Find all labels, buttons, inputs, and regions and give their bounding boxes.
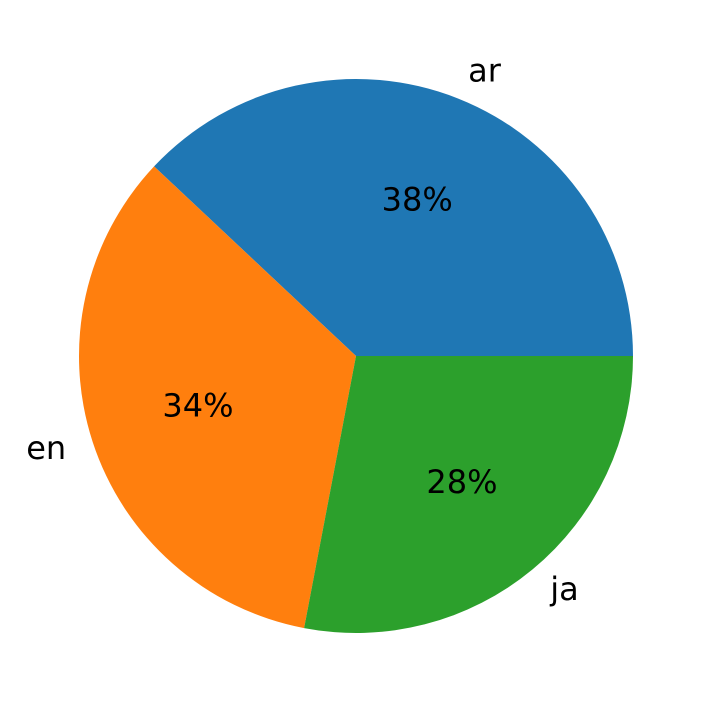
value-label: 28% (426, 463, 497, 501)
slice-label: ja (549, 570, 579, 608)
slice-label: ar (468, 52, 502, 90)
pie-slice (154, 79, 633, 357)
value-label: 34% (162, 386, 233, 424)
pie-slice (78, 166, 357, 629)
slice-label: en (26, 429, 66, 467)
pie-slice (304, 356, 633, 633)
value-label: 38% (382, 180, 453, 218)
